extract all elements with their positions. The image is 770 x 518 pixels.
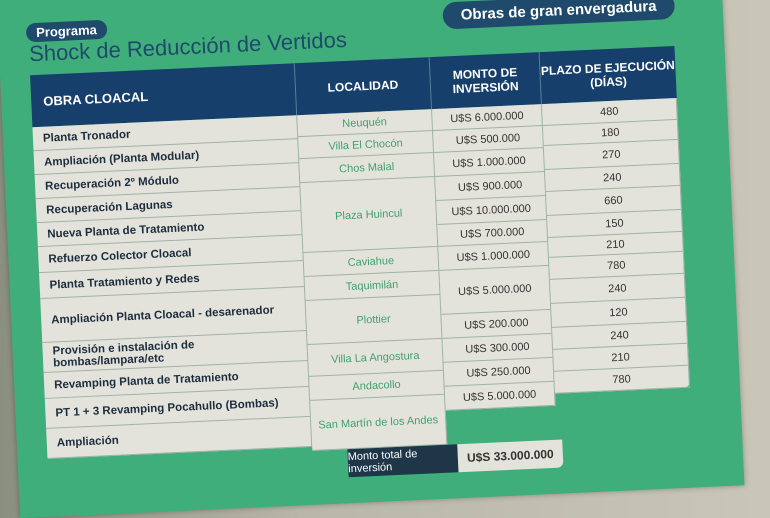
header-localidad: LOCALIDAD	[294, 57, 433, 116]
plazo-column: 480 180 270 240 660 150 210 780 240 120 240 210 780	[541, 97, 690, 394]
localidad-cell: Plottier	[305, 294, 443, 345]
category-badge: Obras de gran envergadura	[442, 0, 676, 30]
plazo-cell: 780	[554, 365, 690, 394]
works-table: OBRA CLOACAL LOCALIDAD MONTO DE INVERSIÓ…	[30, 46, 693, 485]
localidad-cell: San Martín de los Andes	[310, 394, 448, 451]
monto-cell: U$S 5.000.000	[444, 381, 556, 411]
localidad-column: Neuquén Villa El Chocón Chos Malal Plaza Hu…	[297, 109, 448, 451]
sign-board: Programa Obras de gran envergadura Shock…	[0, 0, 745, 518]
monto-cell: U$S 5.000.000	[439, 265, 552, 315]
header-monto: MONTO DE INVERSIÓN	[429, 52, 542, 110]
header-plazo: PLAZO DE EJECUCIÓN (DÍAS)	[539, 46, 677, 105]
total-value: U$S 33.000.000	[457, 439, 564, 473]
monto-column: U$S 6.000.000 U$S 500.000 U$S 1.000.000 U$S…	[432, 104, 556, 411]
localidad-cell: Plaza Huincul	[300, 177, 439, 254]
obra-column: Planta Tronador Ampliación (Planta Modula…	[32, 115, 313, 459]
total-label: Monto total de inversión	[347, 444, 459, 478]
